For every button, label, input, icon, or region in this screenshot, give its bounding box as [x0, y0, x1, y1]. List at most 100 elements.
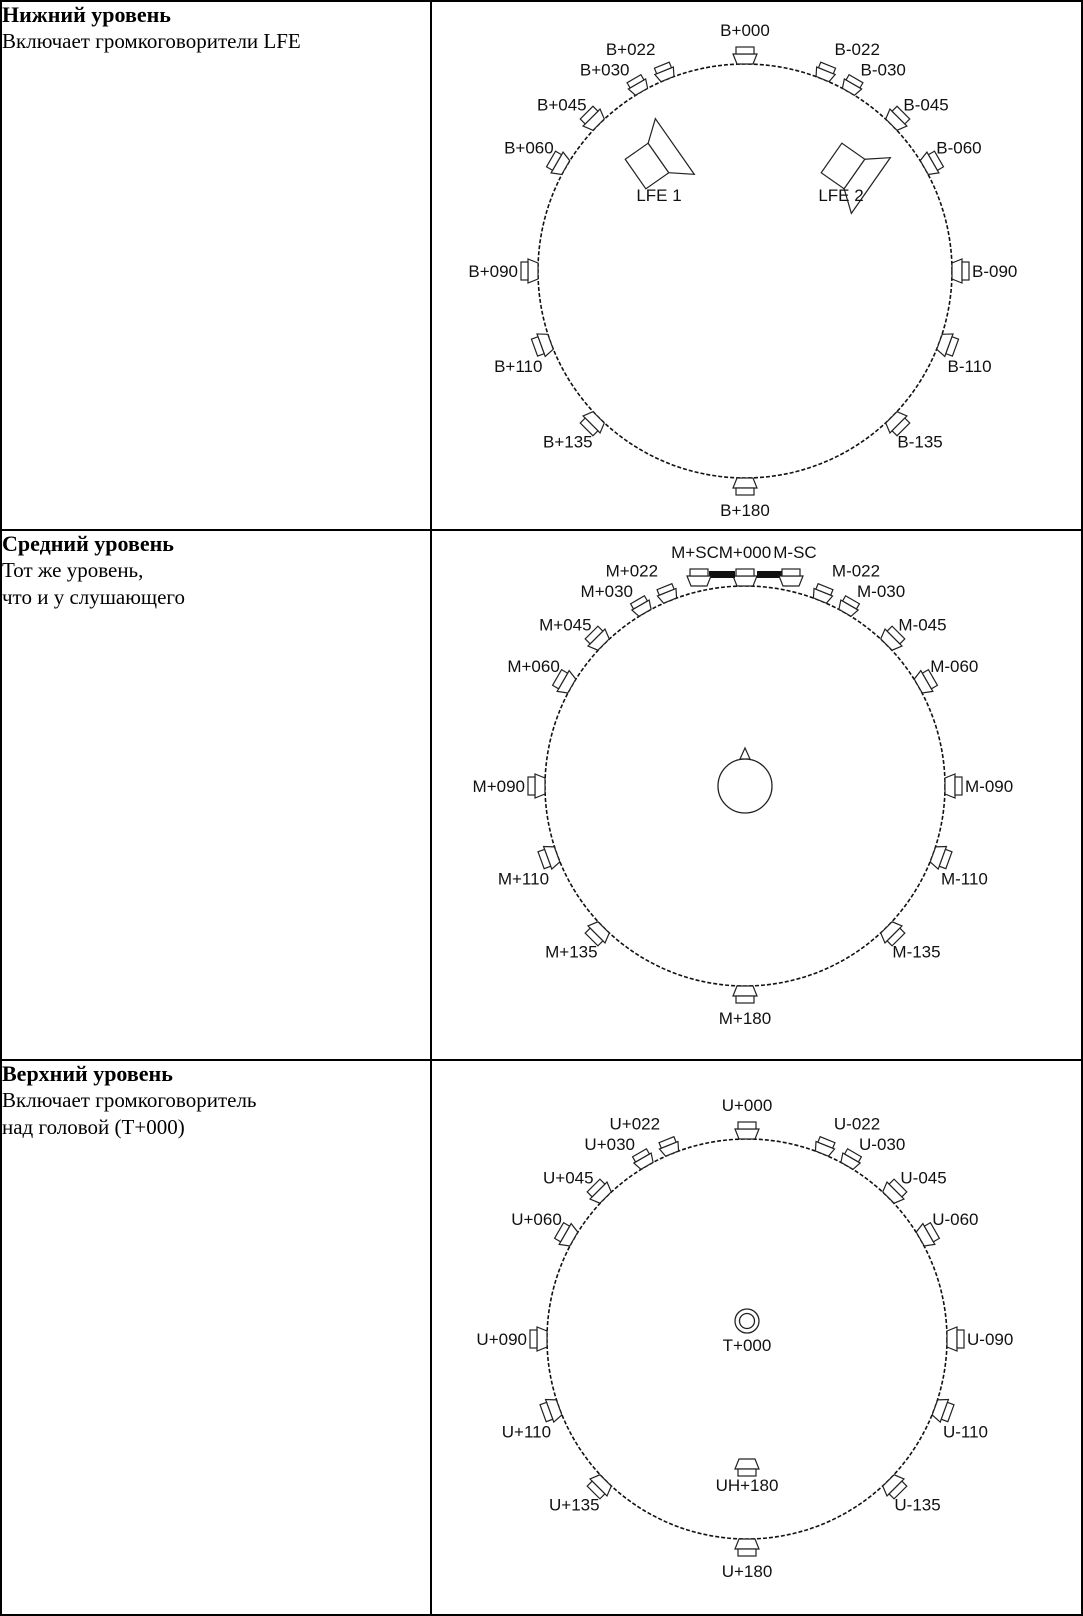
speaker-label-up135: U+135: [549, 1495, 600, 1514]
level-diagram-cell-bottom: B+000 B+022 B+030 B+045 B+060 B+090 B+110 B+135…: [430, 0, 1083, 531]
speaker-label-bp030: B+030: [580, 61, 630, 80]
speaker-icon-b-060: [919, 150, 945, 176]
speaker-label-m-110: M-110: [941, 869, 988, 888]
level-title-middle: Средний уровень: [2, 531, 174, 556]
speaker-icon-m-045: [880, 625, 906, 651]
speaker-label-bp060: B+060: [504, 139, 554, 158]
screen-bar-right: [757, 571, 783, 578]
speaker-label-mp180: M+180: [719, 1009, 771, 1028]
speaker-label-u-090: U-090: [967, 1330, 1013, 1349]
speaker-icon-bp000: [732, 46, 758, 65]
speaker-icon-b-030: [841, 73, 864, 96]
speaker-label-b-110: B-110: [948, 357, 992, 376]
speaker-label-b-060: B-060: [936, 139, 981, 158]
speaker-label-m-sc: M-SC: [773, 543, 816, 562]
speaker-icon-mp110: [537, 845, 561, 871]
speaker-label-mp135: M+135: [545, 942, 597, 961]
speaker-label-b-135: B-135: [897, 432, 942, 451]
speaker-icon-mp000: [732, 568, 758, 587]
level-row-top: Верхний уровень Включает громкоговорител…: [0, 1059, 1083, 1616]
speaker-icon-mp090: [527, 773, 546, 799]
speaker-icon-m-090: [944, 773, 963, 799]
speaker-label-u-060: U-060: [932, 1210, 978, 1229]
speaker-label-mp022: M+022: [606, 562, 658, 581]
level-description-middle: Тот же уровень, что и у слушающего: [2, 558, 186, 609]
speaker-label-up000: U+000: [722, 1096, 773, 1115]
speaker-label-m-135: M-135: [892, 942, 940, 961]
level-text-cell-bottom: Нижний уровень Включает громкоговорители…: [0, 0, 432, 531]
speaker-icon-m-060: [913, 668, 939, 694]
listener-head-icon: [717, 746, 773, 814]
level-text-cell-middle: Средний уровень Тот же уровень, что и у …: [0, 529, 432, 1061]
speaker-icon-bp090: [520, 258, 539, 284]
lfe-speaker-icon-1: [624, 117, 696, 190]
speaker-icon-u-022: [814, 1135, 836, 1157]
speaker-icon-bp060: [545, 150, 571, 176]
speaker-icon-b-090: [951, 258, 970, 284]
speaker-label-bp090: B+090: [468, 262, 518, 281]
speaker-label-u-110: U-110: [943, 1422, 988, 1441]
speaker-icon-mp045: [584, 625, 610, 651]
speaker-icon-m-110: [929, 845, 953, 871]
speaker-label-up090: U+090: [476, 1330, 527, 1349]
speaker-icon-m-sc: [778, 568, 804, 587]
speaker-icon-u-045: [882, 1178, 908, 1204]
speaker-label-mp045: M+045: [539, 616, 591, 635]
speaker-icon-u-135: [882, 1474, 908, 1500]
speaker-icon-u-030: [840, 1147, 863, 1171]
speaker-label-b-022: B-022: [835, 40, 880, 59]
speaker-label-b-090: B-090: [972, 262, 1017, 281]
speaker-icon-bp135: [579, 411, 605, 437]
overhead-speaker-icon: [734, 1308, 760, 1334]
speaker-icon-up180: [734, 1538, 760, 1557]
overhead-speaker-label: T+000: [723, 1336, 772, 1355]
speaker-label-mp090: M+090: [473, 777, 525, 796]
speaker-label-mpsc: M+SC: [671, 543, 719, 562]
speaker-icon-bp110: [530, 333, 554, 358]
speaker-label-u-135: U-135: [894, 1495, 940, 1514]
speaker-label-bp022: B+022: [606, 40, 656, 59]
speaker-icon-up022: [658, 1135, 680, 1157]
speaker-icon-b-135: [885, 411, 911, 437]
speaker-label-mp030: M+030: [581, 582, 633, 601]
speaker-icon-bp022: [653, 61, 675, 83]
speaker-icon-bp045: [579, 105, 605, 131]
speaker-label-uhp180: UH+180: [716, 1476, 779, 1495]
level-row-middle: Средний уровень Тот же уровень, что и у …: [0, 529, 1083, 1061]
lfe-speaker-icon-2: [820, 142, 892, 215]
speaker-icon-b-110: [936, 333, 960, 358]
level-text-cell-top: Верхний уровень Включает громкоговорител…: [0, 1059, 432, 1616]
speaker-icon-m-030: [838, 594, 861, 618]
speaker-label-bp110: B+110: [494, 357, 542, 376]
speaker-label-mp110: M+110: [498, 869, 549, 888]
speaker-icon-m-135: [880, 921, 906, 947]
speaker-icon-up000: [734, 1121, 760, 1140]
lfe-label-1: LFE 1: [636, 186, 681, 205]
speaker-label-m-030: M-030: [857, 582, 905, 601]
speaker-label-bp000: B+000: [720, 21, 770, 40]
speaker-label-u-022: U-022: [834, 1115, 880, 1134]
listening-circle: [537, 63, 953, 479]
speaker-label-mp000: M+000: [719, 543, 771, 562]
speaker-icon-u-060: [915, 1221, 941, 1247]
speaker-icon-mp022: [656, 582, 678, 604]
speaker-icon-up060: [553, 1221, 579, 1247]
speaker-label-bp045: B+045: [537, 96, 587, 115]
speaker-icon-up090: [529, 1326, 548, 1352]
speaker-label-up110: U+110: [502, 1422, 551, 1441]
speaker-icon-bp180: [732, 477, 758, 496]
speaker-label-bp135: B+135: [543, 432, 593, 451]
speaker-icon-mp060: [551, 668, 577, 694]
speaker-icon-uhp180: [734, 1458, 760, 1477]
level-row-bottom: Нижний уровень Включает громкоговорители…: [0, 0, 1083, 531]
speaker-icon-mp135: [584, 921, 610, 947]
speaker-icon-u-110: [931, 1398, 955, 1424]
speaker-icon-mp030: [629, 594, 652, 618]
speaker-diagram-bottom: B+000 B+022 B+030 B+045 B+060 B+090 B+110 B+135…: [468, 21, 1017, 520]
speaker-icon-up110: [539, 1398, 563, 1424]
speaker-icon-u-090: [946, 1326, 965, 1352]
speaker-label-m-060: M-060: [930, 657, 978, 676]
